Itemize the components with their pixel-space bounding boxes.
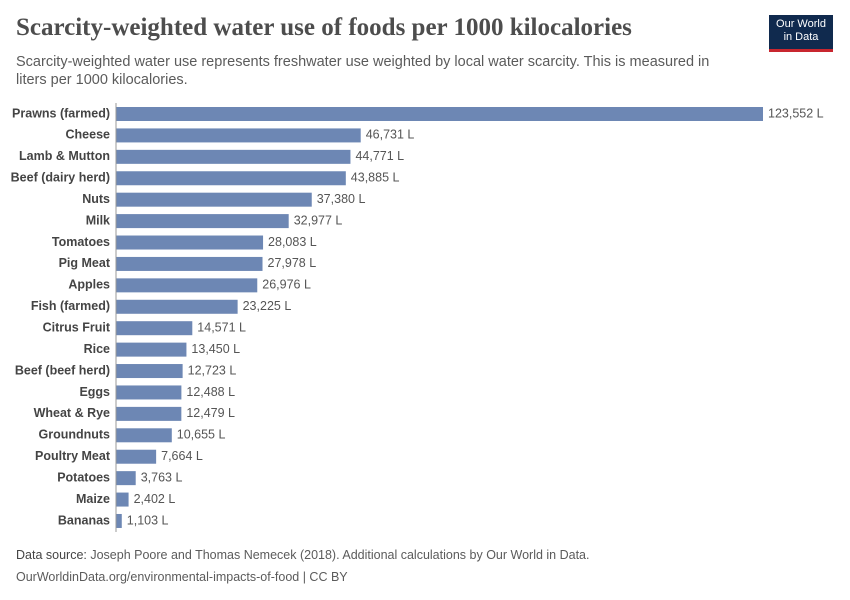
category-label: Groundnuts xyxy=(38,428,110,442)
category-label: Apples xyxy=(68,278,110,292)
value-label: 43,885 L xyxy=(351,171,400,185)
category-label: Pig Meat xyxy=(59,256,111,270)
bar xyxy=(116,492,129,507)
value-label: 27,978 L xyxy=(268,256,317,270)
category-label: Prawns (farmed) xyxy=(12,106,110,120)
logo-text: in Data xyxy=(783,31,819,43)
category-label: Rice xyxy=(84,342,110,356)
category-label: Maize xyxy=(76,492,110,506)
category-label: Lamb & Mutton xyxy=(19,149,110,163)
value-label: 1,103 L xyxy=(127,513,169,527)
bar xyxy=(116,192,312,207)
category-label: Milk xyxy=(86,213,110,227)
value-label: 28,083 L xyxy=(268,235,317,249)
logo[interactable]: Our World in Data xyxy=(769,15,833,52)
category-label: Nuts xyxy=(82,192,110,206)
category-label: Citrus Fruit xyxy=(43,320,111,334)
source: Data source: Joseph Poore and Thomas Nem… xyxy=(16,548,589,562)
value-label: 37,380 L xyxy=(317,192,366,206)
bar xyxy=(116,235,264,250)
value-label: 12,479 L xyxy=(186,406,235,420)
category-label: Fish (farmed) xyxy=(31,299,110,313)
bar xyxy=(116,428,172,443)
value-label: 46,731 L xyxy=(366,128,415,142)
bar xyxy=(116,321,193,336)
category-label: Eggs xyxy=(79,385,110,399)
value-label: 12,488 L xyxy=(186,385,235,399)
url[interactable]: OurWorldinData.org/environmental-impacts… xyxy=(16,570,348,584)
bar xyxy=(116,299,238,314)
bar xyxy=(116,256,263,271)
bar xyxy=(116,171,346,186)
value-label: 10,655 L xyxy=(177,428,226,442)
bar xyxy=(116,513,122,528)
logo-text: Our World xyxy=(776,18,826,30)
bar xyxy=(116,385,182,400)
source-label: Data source: xyxy=(16,548,87,562)
bar xyxy=(116,364,183,379)
value-label: 12,723 L xyxy=(188,363,237,377)
chart-title: Scarcity-weighted water use of foods per… xyxy=(16,14,632,41)
bar xyxy=(116,471,136,486)
bar xyxy=(116,342,187,357)
category-label: Cheese xyxy=(66,128,111,142)
category-label: Beef (beef herd) xyxy=(15,363,110,377)
bar xyxy=(116,107,763,121)
value-label: 14,571 L xyxy=(197,320,246,334)
bar xyxy=(116,406,182,421)
bar xyxy=(116,149,351,164)
category-label: Bananas xyxy=(58,513,110,527)
bar xyxy=(116,214,289,229)
category-label: Wheat & Rye xyxy=(34,406,110,420)
value-label: 2,402 L xyxy=(134,492,176,506)
category-label: Tomatoes xyxy=(52,235,110,249)
value-label: 32,977 L xyxy=(294,213,343,227)
value-label: 13,450 L xyxy=(191,342,240,356)
value-label: 123,552 L xyxy=(768,106,824,120)
source-text: Joseph Poore and Thomas Nemecek (2018). … xyxy=(90,548,590,562)
bar xyxy=(116,278,258,293)
category-label: Poultry Meat xyxy=(35,449,111,463)
value-label: 7,664 L xyxy=(161,449,203,463)
bar xyxy=(116,128,361,143)
bar xyxy=(116,449,157,464)
chart: Prawns (farmed) 123,552 L Cheese 46,731 L La… xyxy=(11,103,824,532)
category-label: Potatoes xyxy=(57,470,110,484)
category-label: Beef (dairy herd) xyxy=(11,171,110,185)
value-label: 44,771 L xyxy=(355,149,404,163)
chart-subtitle: Scarcity-weighted water use represents f… xyxy=(16,54,710,88)
value-label: 3,763 L xyxy=(141,470,183,484)
value-label: 26,976 L xyxy=(262,278,311,292)
value-label: 23,225 L xyxy=(243,299,292,313)
